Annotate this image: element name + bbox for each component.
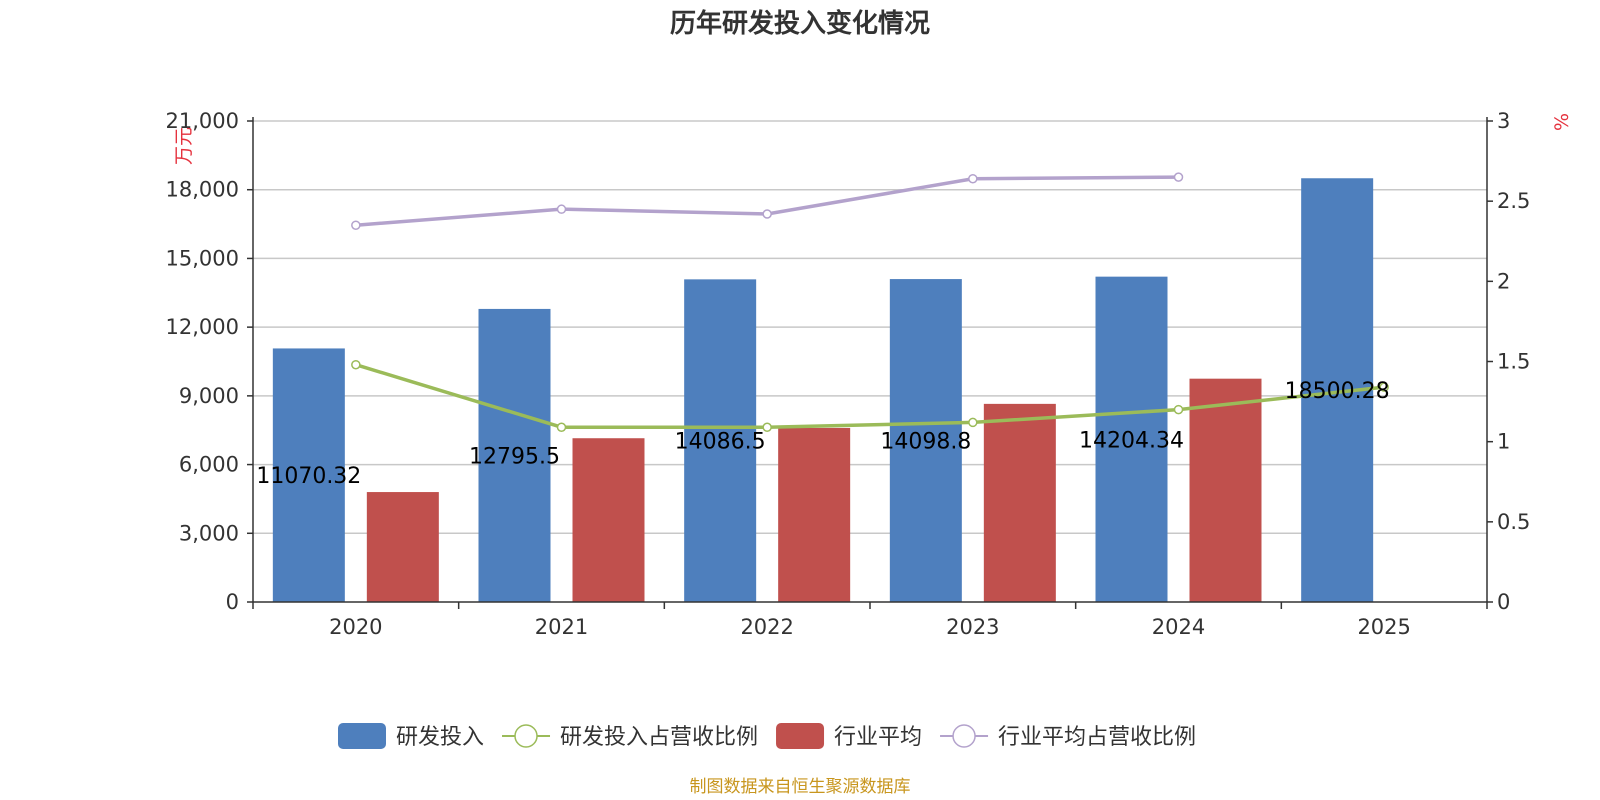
data-labels: 11070.32 12795.5 14086.5 14098.8 14204.34 185…: [256, 379, 1389, 489]
axes: 0 3,000 6,000 9,000 12,000 15,000 18,000 21,000…: [166, 109, 1531, 639]
bar-研发投入-2021: [478, 308, 551, 602]
bar-行业平均-2023: [983, 403, 1056, 602]
left-tick-label: 21,000: [166, 109, 239, 133]
data-label: 14204.34: [1079, 428, 1184, 453]
x-tick-label: 2024: [1152, 615, 1205, 639]
legend-label: 研发投入占营收比例: [560, 725, 758, 750]
bar-行业平均-2024: [1189, 378, 1262, 602]
point-行业平均占营收比例: [762, 209, 772, 219]
bar-研发投入-2022: [684, 279, 757, 602]
point-行业平均占营收比例: [556, 204, 567, 214]
legend-label: 研发投入: [396, 725, 484, 750]
legend-swatch: [776, 723, 825, 749]
x-tick-label: 2021: [535, 615, 588, 639]
left-tick-label: 6,000: [179, 453, 239, 477]
point-研发投入占营收比例: [968, 417, 978, 428]
legend-label: 行业平均: [834, 725, 922, 750]
left-tick-label: 0: [226, 590, 239, 614]
right-tick-label: 2: [1497, 269, 1510, 293]
right-tick-label: 1.5: [1497, 350, 1530, 374]
source-note: 制图数据来自恒生聚源数据库: [690, 777, 911, 797]
left-axis-unit: 万元: [173, 127, 195, 165]
point-行业平均占营收比例: [1173, 172, 1184, 182]
bar-行业平均-2022: [778, 427, 851, 602]
bar-研发投入-2024: [1095, 276, 1168, 602]
bar-研发投入-2023: [889, 279, 962, 602]
legend-swatch: [338, 723, 386, 749]
bar-行业平均-2020: [366, 492, 439, 602]
legend-marker: [952, 724, 976, 748]
left-tick-label: 3,000: [179, 521, 239, 545]
point-研发投入占营收比例: [762, 422, 772, 432]
bar-行业平均-2021: [572, 438, 645, 602]
legend-marker: [514, 724, 538, 748]
data-label: 14098.8: [880, 430, 971, 455]
right-tick-label: 3: [1497, 109, 1510, 133]
point-研发投入占营收比例: [1173, 404, 1184, 415]
line-研发投入占营收比例: [355, 363, 1385, 429]
right-axis-unit: %: [1551, 113, 1573, 131]
point-行业平均占营收比例: [351, 220, 361, 230]
bar-研发投入-2020: [272, 348, 345, 602]
x-tick-label: 2023: [946, 615, 999, 639]
data-label: 12795.5: [469, 444, 560, 469]
right-tick-label: 0: [1497, 590, 1510, 614]
chart-title: 历年研发投入变化情况: [670, 8, 930, 39]
left-tick-label: 9,000: [179, 384, 239, 408]
data-label: 18500.28: [1285, 379, 1390, 404]
right-tick-label: 0.5: [1497, 510, 1530, 534]
x-tick-label: 2022: [740, 615, 793, 639]
point-行业平均占营收比例: [968, 173, 978, 184]
legend: 研发投入 研发投入占营收比例 行业平均 行业平均占营收比例: [338, 723, 1196, 750]
right-tick-label: 1: [1497, 430, 1510, 454]
left-tick-label: 12,000: [166, 315, 239, 339]
right-tick-label: 2.5: [1497, 189, 1530, 213]
left-tick-label: 18,000: [166, 178, 239, 202]
left-tick-label: 15,000: [166, 246, 239, 270]
data-label: 11070.32: [256, 464, 361, 489]
legend-label: 行业平均占营收比例: [998, 725, 1196, 750]
x-tick-label: 2025: [1357, 615, 1410, 639]
x-tick-label: 2020: [329, 615, 382, 639]
point-研发投入占营收比例: [1379, 382, 1389, 392]
point-研发投入占营收比例: [351, 359, 361, 370]
lines: [351, 172, 1389, 432]
data-label: 14086.5: [675, 430, 766, 455]
point-研发投入占营收比例: [556, 422, 567, 432]
